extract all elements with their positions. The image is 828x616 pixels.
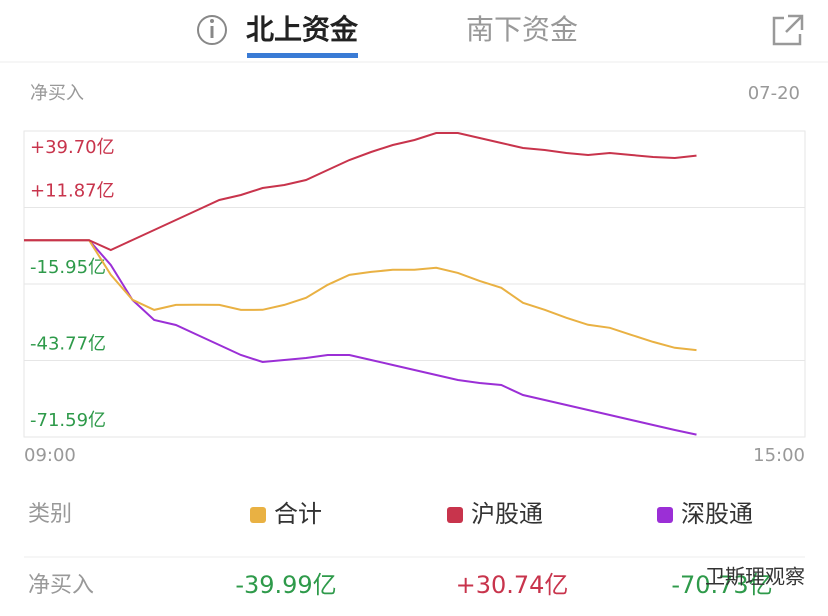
table-cell: -70.73亿 bbox=[671, 571, 772, 599]
chart-date: 07-20 bbox=[748, 83, 800, 104]
x-tick-label: 15:00 bbox=[753, 445, 805, 466]
y-tick-label: -43.77亿 bbox=[30, 334, 106, 355]
legend-label: 沪股通 bbox=[471, 500, 543, 528]
info-icon-dot bbox=[210, 19, 214, 23]
y-tick-label: -15.95亿 bbox=[30, 257, 106, 278]
table-cell: +30.74亿 bbox=[456, 571, 569, 599]
legend-swatch bbox=[447, 507, 463, 523]
legend: 合计 沪股通 深股通 bbox=[250, 500, 753, 528]
share-icon-arrow bbox=[785, 14, 804, 33]
chart-label: 净买入 bbox=[30, 83, 84, 104]
chart: +39.70亿 +11.87亿 -15.95亿 -43.77亿 -71.59亿 09:00… bbox=[23, 130, 806, 466]
watermark: 卫斯理观察 bbox=[705, 565, 805, 589]
legend-swatch bbox=[657, 507, 673, 523]
share-icon[interactable] bbox=[772, 14, 804, 46]
tab-active[interactable]: 北上资金 bbox=[246, 13, 359, 46]
tab[interactable]: 南下资金 bbox=[466, 13, 578, 46]
info-icon[interactable] bbox=[197, 15, 227, 45]
x-tick-label: 09:00 bbox=[24, 445, 76, 466]
line-series bbox=[24, 132, 697, 252]
share-icon-box bbox=[772, 16, 802, 46]
y-tick-label: +39.70亿 bbox=[30, 137, 115, 158]
table-header: 类别 bbox=[28, 502, 72, 527]
y-tick-label: +11.87亿 bbox=[30, 181, 115, 202]
line-series bbox=[24, 239, 697, 436]
table-cell: -39.99亿 bbox=[235, 571, 336, 599]
legend-swatch bbox=[250, 507, 266, 523]
tab-underline bbox=[247, 53, 358, 58]
legend-label: 深股通 bbox=[681, 500, 753, 528]
row-label: 净买入 bbox=[28, 573, 94, 598]
y-tick-label: -71.59亿 bbox=[30, 410, 106, 431]
legend-label: 合计 bbox=[274, 500, 322, 528]
line-series bbox=[24, 239, 697, 352]
table-row: -39.99亿 +30.74亿 -70.73亿 bbox=[235, 571, 772, 599]
